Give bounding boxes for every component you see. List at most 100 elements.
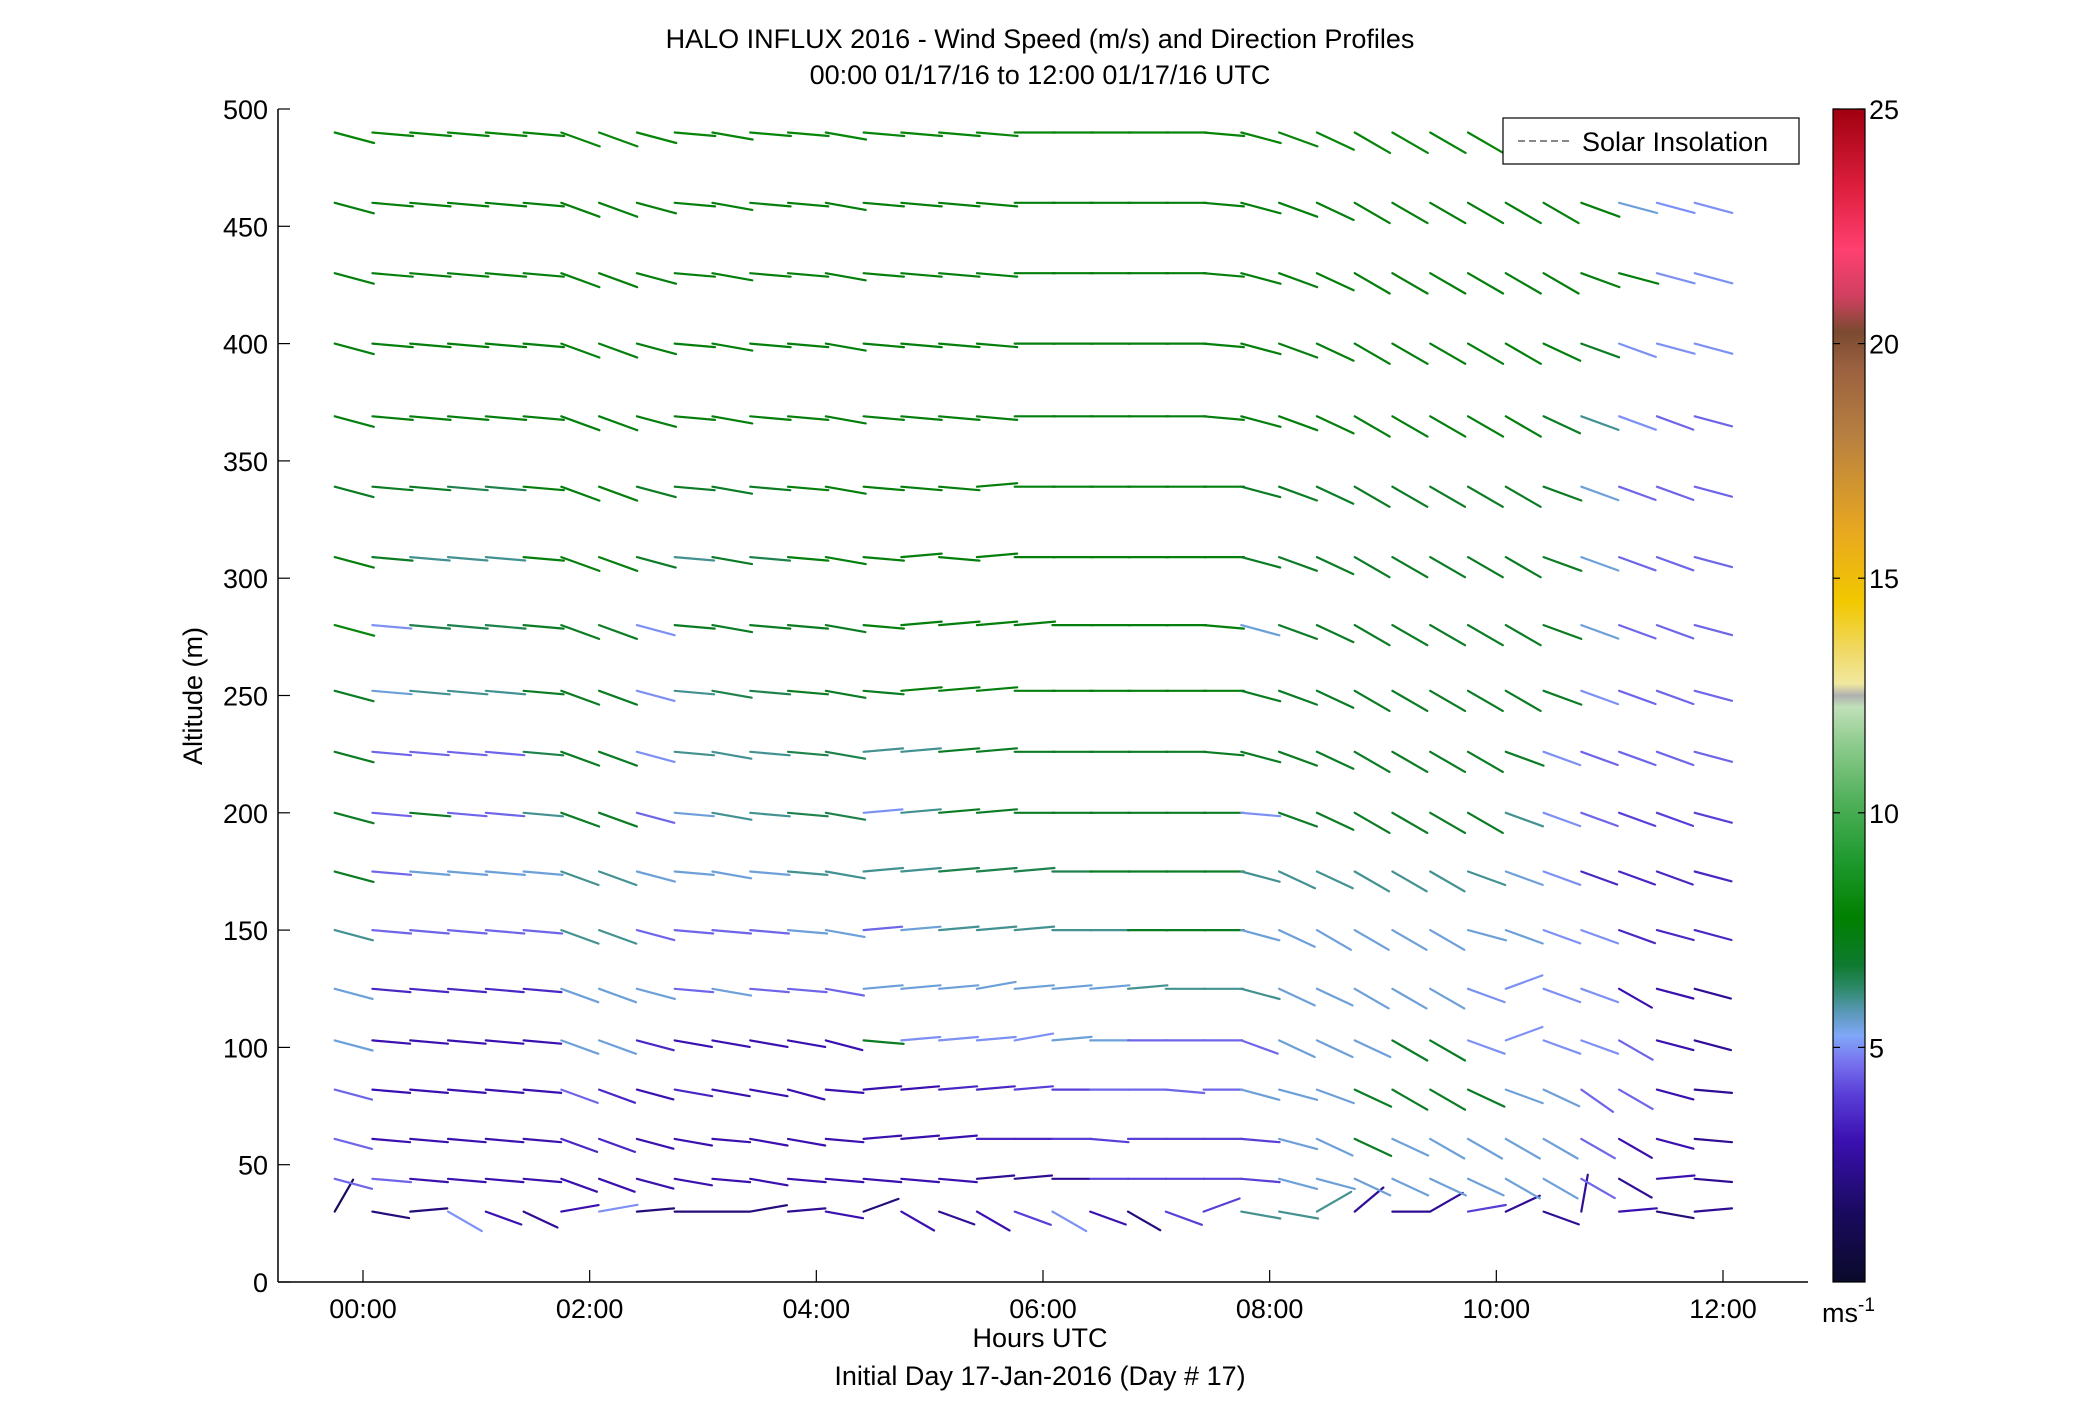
wind-vector <box>1617 870 1657 886</box>
wind-vector <box>749 131 793 138</box>
wind-vector <box>749 201 792 208</box>
y-tick-label: 0 <box>253 1268 268 1298</box>
wind-vector <box>1693 623 1734 637</box>
wind-vector <box>1542 415 1582 435</box>
wind-vector <box>446 1210 483 1233</box>
wind-vector <box>446 1039 487 1045</box>
wind-vector <box>484 811 526 818</box>
wind-vector <box>333 415 375 428</box>
wind-vector <box>673 1088 714 1098</box>
wind-vector <box>635 415 678 428</box>
wind-vector <box>1240 1210 1282 1220</box>
wind-vector <box>1504 1194 1541 1213</box>
wind-vector <box>711 1137 752 1144</box>
wind-vector <box>333 485 375 499</box>
wind-vector <box>1429 750 1467 774</box>
wind-vector <box>1353 131 1392 154</box>
wind-vector <box>597 1039 638 1055</box>
wind-vector <box>635 928 676 942</box>
wind-vector <box>484 689 527 696</box>
wind-vector <box>749 1137 789 1147</box>
wind-vector <box>1353 750 1391 774</box>
wind-vector <box>1277 415 1319 432</box>
wind-vector <box>1051 1035 1093 1042</box>
wind-vector <box>900 342 943 349</box>
wind-vector <box>371 342 414 349</box>
wind-vector <box>1693 1177 1734 1184</box>
wind-vector <box>711 201 754 211</box>
wind-vector <box>862 1134 903 1141</box>
wind-vector <box>1164 1210 1204 1226</box>
wind-vector <box>862 689 905 696</box>
wind-vector <box>1504 201 1542 225</box>
wind-vector <box>333 750 375 764</box>
wind-vector <box>1580 689 1620 706</box>
wind-vector <box>975 1085 1016 1091</box>
wind-vector <box>1353 1137 1393 1158</box>
wind-vector <box>1353 342 1391 365</box>
wind-vector <box>371 689 413 696</box>
wind-vector <box>1240 272 1282 285</box>
wind-vector <box>975 482 1019 488</box>
wind-vector <box>1580 1137 1616 1160</box>
wind-vector <box>1353 623 1391 647</box>
wind-vector <box>1315 689 1355 709</box>
x-tick-label: 10:00 <box>1463 1294 1531 1324</box>
y-tick-label: 450 <box>223 212 268 242</box>
wind-vector <box>786 928 829 935</box>
wind-vector <box>975 415 1019 421</box>
wind-vector <box>1391 750 1429 774</box>
wind-vector <box>1353 555 1391 579</box>
wind-vector <box>333 1039 374 1052</box>
wind-vector <box>1240 1177 1281 1184</box>
wind-vector <box>1504 1025 1544 1042</box>
wind-vector <box>673 689 716 696</box>
wind-vector <box>711 555 754 566</box>
wind-vector <box>409 689 451 696</box>
wind-vector <box>786 811 829 818</box>
wind-vector <box>1315 1088 1355 1105</box>
wind-vector <box>1240 485 1282 499</box>
wind-vector <box>1466 811 1504 835</box>
chart-subtitle: 00:00 01/17/16 to 12:00 01/17/16 UTC <box>810 60 1271 90</box>
wind-vector <box>484 555 527 562</box>
wind-vector <box>1240 415 1282 428</box>
legend-entry-solar-insolation: Solar Insolation <box>1582 127 1768 157</box>
wind-vector <box>635 555 677 569</box>
wind-vector <box>522 201 566 208</box>
x-axis-label: Hours UTC <box>972 1323 1107 1353</box>
wind-vector <box>862 808 904 814</box>
wind-vector <box>560 342 601 359</box>
wind-vector <box>1391 272 1429 295</box>
wind-vector <box>786 1039 827 1049</box>
wind-vector <box>635 1207 676 1213</box>
wind-vector <box>560 870 600 887</box>
wind-vector <box>824 870 866 880</box>
wind-vector <box>673 1039 714 1049</box>
wind-vector <box>749 1177 789 1187</box>
wind-vector <box>900 747 942 753</box>
wind-vector <box>1655 928 1695 942</box>
wind-vector <box>1466 201 1505 225</box>
wind-vector <box>1466 1088 1506 1108</box>
wind-vector <box>1617 750 1657 767</box>
legend-box: Solar Insolation <box>1502 117 1800 165</box>
wind-vector <box>673 201 717 208</box>
y-tick-label: 300 <box>223 564 268 594</box>
wind-vector <box>522 272 566 278</box>
wind-vector <box>786 485 830 492</box>
wind-vector <box>824 623 867 634</box>
wind-vector <box>1693 689 1734 702</box>
wind-vector <box>1466 750 1504 774</box>
wind-vector <box>560 415 601 432</box>
wind-vector <box>446 1177 487 1184</box>
wind-vector <box>1429 811 1467 835</box>
wind-vector <box>1466 272 1505 295</box>
wind-vector <box>484 1039 525 1045</box>
x-tick-label: 04:00 <box>783 1294 851 1324</box>
wind-vector <box>560 689 601 706</box>
wind-vector <box>900 1085 941 1091</box>
wind-vector <box>1693 1207 1734 1213</box>
wind-vector <box>711 987 753 997</box>
wind-vector <box>560 928 600 945</box>
